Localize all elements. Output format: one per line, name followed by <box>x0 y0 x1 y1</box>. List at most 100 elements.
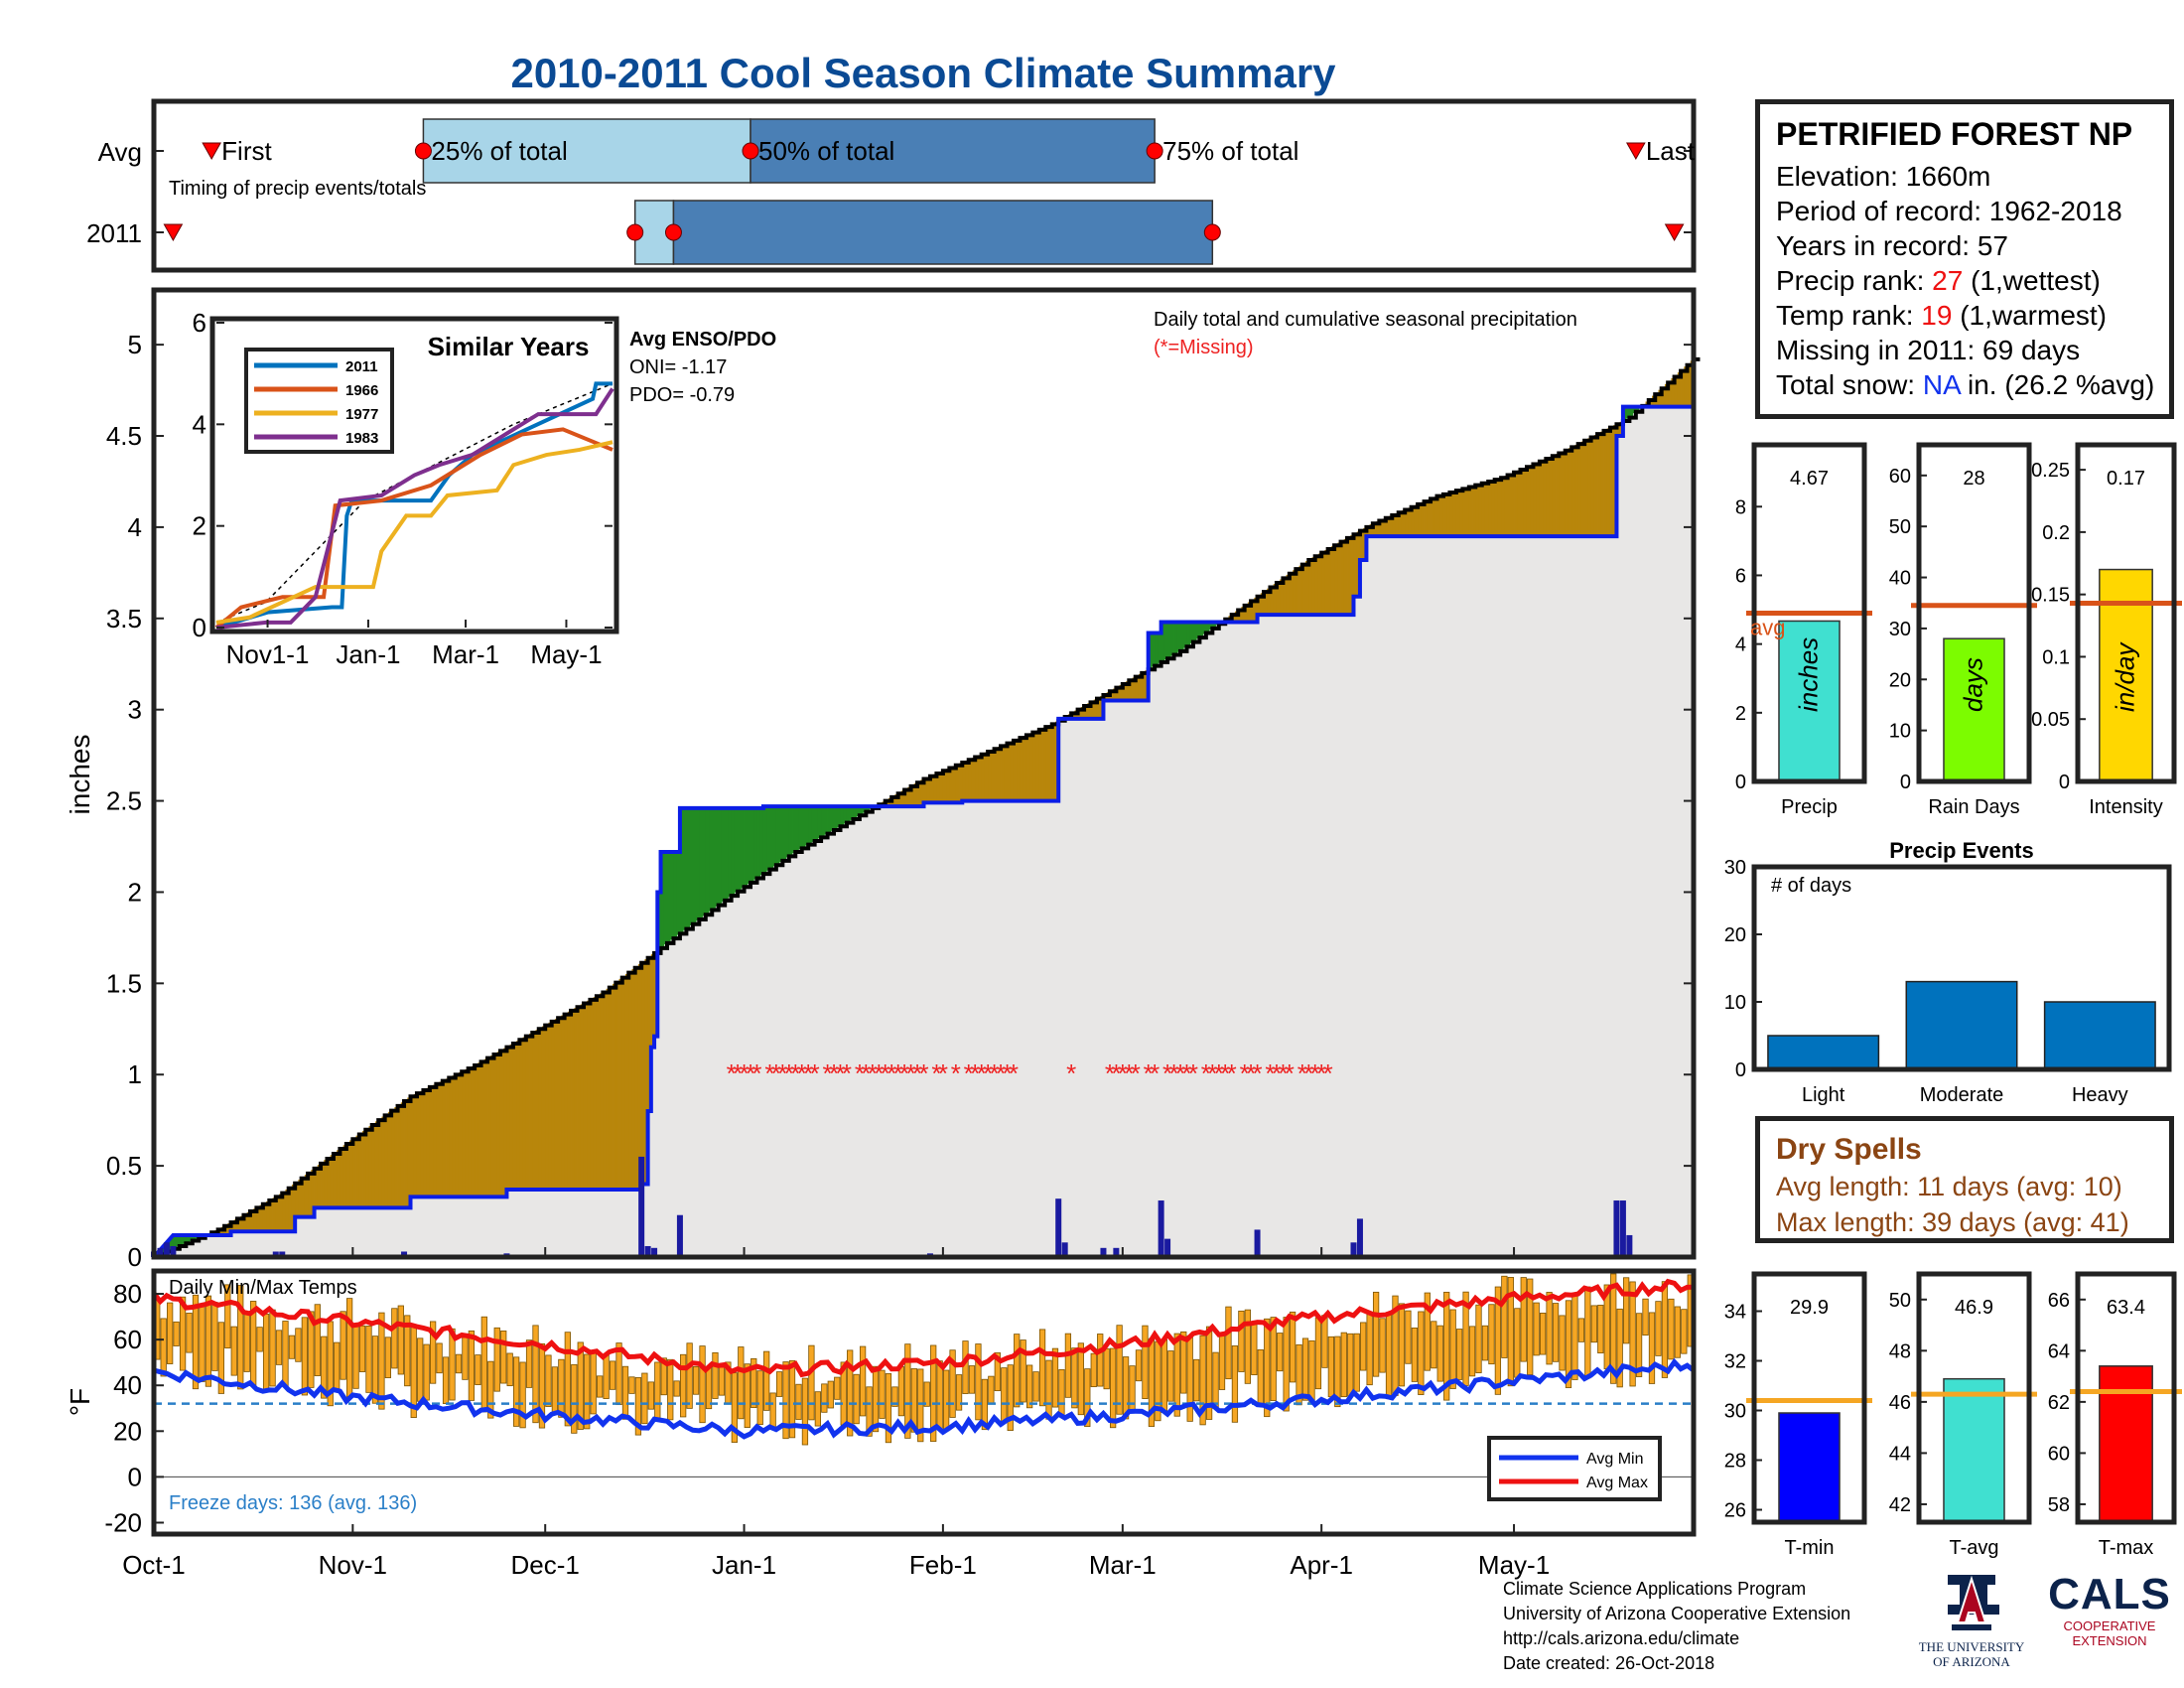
precip-diff-band <box>978 755 983 801</box>
precip-diff-band <box>1616 423 1621 437</box>
stat-panel: 0 2 4 6 8 4.67 Precip inches avg <box>1735 442 1872 818</box>
precip-diff-band <box>1132 677 1137 701</box>
precip-diff-band <box>522 1037 527 1191</box>
stat-y-tick-label: 0.15 <box>2031 585 2070 607</box>
similar-series-line <box>215 440 614 625</box>
precip-diff-band <box>1251 600 1255 623</box>
daily-temp-bar <box>1443 1291 1450 1401</box>
daily-temp-bar <box>1584 1286 1591 1379</box>
timing-row-label: 2011 <box>86 218 142 248</box>
daily-precip-bar <box>1350 1242 1357 1257</box>
precip-diff-band <box>1305 561 1309 616</box>
daily-temp-bar <box>744 1363 751 1428</box>
ua-text-1: THE UNIVERSITY <box>1918 1639 2025 1654</box>
daily-temp-bar <box>1405 1310 1412 1364</box>
station-elevation: Elevation: 1660m <box>1776 161 1991 192</box>
daily-temp-bar <box>564 1332 571 1427</box>
daily-temp-bar <box>1616 1308 1623 1388</box>
precip-diff-band <box>759 807 764 876</box>
daily-temp-bar <box>352 1325 359 1389</box>
missing-day-marker: * <box>746 1058 755 1088</box>
precip-diff-band <box>850 806 854 820</box>
precip-diff-band <box>647 956 652 1111</box>
daily-temp-bar <box>936 1360 943 1430</box>
daily-temp-bar <box>1199 1335 1206 1426</box>
daily-temp-bar <box>1212 1351 1219 1409</box>
stat-y-tick-label: 62 <box>2048 1392 2070 1414</box>
dry-spells-max-length: Max length: 39 days (avg: 41) <box>1776 1207 2129 1237</box>
daily-temp-bar <box>975 1343 982 1421</box>
missing-day-marker: * <box>970 1058 980 1088</box>
precip-diff-band <box>1559 452 1563 537</box>
daily-temp-bar <box>1007 1364 1014 1432</box>
daily-temp-bar <box>673 1380 680 1397</box>
daily-temp-bar <box>1674 1306 1681 1358</box>
precip-diff-band <box>1001 745 1005 801</box>
precip-diff-band <box>1260 593 1265 616</box>
snow-label: Total snow: <box>1776 369 1923 400</box>
stat-y-tick-label: 0 <box>2059 772 2070 793</box>
timing-marker-triangle <box>163 223 184 242</box>
precip-diff-band <box>1587 438 1591 537</box>
daily-temp-bar <box>942 1369 950 1432</box>
precip-diff-band <box>308 1172 312 1217</box>
precip-diff-band <box>1436 495 1441 537</box>
timing-label-last: Last <box>1646 136 1696 166</box>
precip-diff-band <box>426 1087 431 1197</box>
precip-diff-band <box>509 1044 514 1191</box>
precip-diff-band <box>1539 461 1544 537</box>
daily-temp-bar <box>795 1383 802 1420</box>
precip-diff-band <box>532 1032 536 1191</box>
daily-temp-bar <box>660 1357 667 1396</box>
precip-diff-band <box>321 1162 325 1208</box>
precip-diff-band <box>762 806 767 873</box>
daily-temp-bar <box>378 1312 385 1410</box>
missing-day-marker: * <box>1124 1058 1134 1088</box>
daily-temp-bar <box>923 1381 930 1407</box>
precip-diff-band <box>920 779 924 807</box>
precip-diff-band <box>795 806 799 852</box>
precip-diff-band <box>628 971 632 1191</box>
daily-temp-bar <box>1353 1333 1360 1392</box>
missing-day-marker: * <box>1214 1058 1224 1088</box>
precip-diff-band <box>808 806 812 844</box>
footer-credits: Climate Science Applications Program Uni… <box>1503 1577 1850 1676</box>
precip-diff-band <box>1452 491 1457 537</box>
precip-diff-band <box>1442 493 1447 537</box>
precip-diff-band <box>176 1234 181 1247</box>
y-tick-label: 3 <box>128 695 142 725</box>
precip-diff-band <box>1205 622 1210 633</box>
precip-diff-band <box>404 1099 408 1208</box>
precip-diff-band <box>1080 706 1085 719</box>
precip-diff-band <box>753 807 757 880</box>
daily-temp-bar <box>1001 1367 1008 1422</box>
stat-y-tick-label: 42 <box>1889 1494 1911 1516</box>
precip-diff-band <box>1273 584 1278 616</box>
temp-y-tick-label: -20 <box>104 1507 142 1537</box>
precip-diff-band <box>337 1150 341 1208</box>
precip-diff-band <box>907 786 911 807</box>
missing-day-marker: * <box>1297 1058 1307 1088</box>
precip-diff-band <box>984 752 989 801</box>
precip-diff-band <box>1257 595 1262 616</box>
event-y-tick-label: 0 <box>1735 1059 1746 1081</box>
precip-diff-band <box>821 806 825 837</box>
precip-diff-band <box>1478 484 1483 537</box>
precip-diff-band <box>342 1145 347 1208</box>
precip-diff-band <box>830 806 835 831</box>
precip-diff-band <box>397 1104 402 1208</box>
precip-diff-band <box>1334 544 1338 616</box>
precip-diff-band <box>1327 548 1332 616</box>
daily-temp-bar <box>1431 1321 1437 1369</box>
precip-diff-band <box>1526 466 1531 537</box>
timing-marker-circle <box>1146 142 1163 160</box>
precip-diff-band <box>683 807 687 930</box>
daily-temp-bar <box>1475 1304 1482 1373</box>
daily-temp-bar <box>1051 1347 1059 1408</box>
missing-day-marker: * <box>1316 1058 1326 1088</box>
daily-temp-bar <box>1507 1277 1514 1387</box>
precip-diff-band <box>1280 579 1284 616</box>
precip-diff-band <box>483 1058 488 1197</box>
stat-category-label: Intensity <box>2089 796 2162 818</box>
